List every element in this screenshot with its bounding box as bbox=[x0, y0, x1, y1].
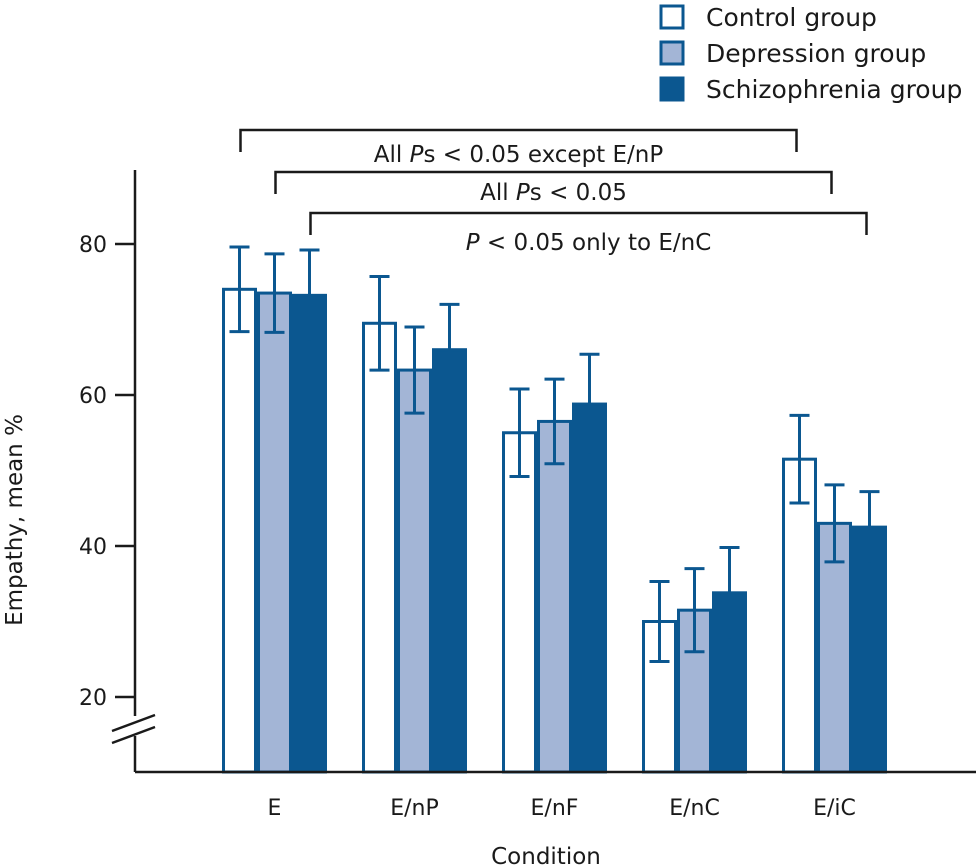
bar-E/nF-depression-group bbox=[537, 419, 572, 774]
x-tick-label-E/nP: E/nP bbox=[390, 796, 439, 821]
x-tick-label-E: E bbox=[268, 796, 282, 821]
x-tick-label-E/nC: E/nC bbox=[669, 796, 720, 821]
y-axis-title: Empathy, mean % bbox=[2, 414, 28, 626]
axes-layer: 20 40 60 80 E E/nP E/nF E/nC E/iC Condition Empath… bbox=[2, 170, 976, 868]
axis-break-mark-top bbox=[111, 713, 156, 733]
y-tick-label-80: 80 bbox=[79, 233, 107, 258]
annotation-text-1-part-2: s < 0.05 except E/nP bbox=[423, 142, 663, 168]
bar-E/nP-control-group bbox=[362, 321, 397, 774]
annotation-text-2-part-0: All bbox=[480, 180, 516, 206]
bar-E-depression-group bbox=[257, 291, 292, 774]
annotation-text-3-part-2: < 0.05 only to E/nC bbox=[480, 230, 712, 256]
error-bars-layer bbox=[229, 245, 880, 664]
annotation-bracket-3 bbox=[309, 211, 868, 235]
bar-E-control-group bbox=[222, 287, 257, 774]
annotation-text-1: All Ps < 0.05 except E/nP bbox=[374, 142, 664, 168]
annotation-text-3: P < 0.05 only to E/nC bbox=[466, 230, 712, 256]
legend-label-depression-group: Depression group bbox=[706, 39, 926, 68]
annotation-text-2: All Ps < 0.05 bbox=[480, 180, 627, 206]
y-tick-label-20: 20 bbox=[79, 686, 107, 711]
annotation-text-2-part-1: P bbox=[516, 180, 530, 206]
bar-E-schizophrenia-group bbox=[292, 293, 327, 774]
annotation-text-1-part-1: P bbox=[410, 142, 424, 168]
annotation-text-1-part-0: All bbox=[374, 142, 410, 168]
legend-label-control-group: Control group bbox=[706, 3, 877, 32]
x-tick-label-E/iC: E/iC bbox=[813, 796, 856, 821]
bars-layer bbox=[222, 287, 887, 774]
legend-swatch-depression-group bbox=[659, 40, 685, 66]
bar-E/nF-schizophrenia-group bbox=[572, 402, 607, 774]
bar-E/iC-schizophrenia-group bbox=[852, 525, 887, 774]
bar-E/nF-control-group bbox=[502, 431, 537, 774]
legend-swatch-control-group bbox=[659, 4, 685, 30]
x-tick-label-E/nF: E/nF bbox=[531, 796, 579, 821]
legend: Control group Depression group Schizophren… bbox=[659, 3, 962, 104]
axis-break-mark-bottom bbox=[111, 725, 156, 745]
y-tick-label-60: 60 bbox=[79, 384, 107, 409]
y-tick-label-40: 40 bbox=[79, 535, 107, 560]
annotation-bracket-1 bbox=[239, 128, 798, 152]
bar-E/nC-schizophrenia-group bbox=[712, 591, 747, 774]
annotation-text-2-part-2: s < 0.05 bbox=[530, 180, 627, 206]
bar-E/nP-depression-group bbox=[397, 368, 432, 774]
bar-E/iC-control-group bbox=[782, 457, 817, 774]
annotation-bracket-2 bbox=[274, 170, 833, 194]
annotation-text-3-part-1: P bbox=[466, 230, 480, 256]
bar-E/nP-schizophrenia-group bbox=[432, 348, 467, 774]
legend-label-schizophrenia-group: Schizophrenia group bbox=[706, 75, 962, 104]
x-axis-title: Condition bbox=[491, 844, 601, 868]
legend-swatch-schizophrenia-group bbox=[659, 76, 685, 102]
